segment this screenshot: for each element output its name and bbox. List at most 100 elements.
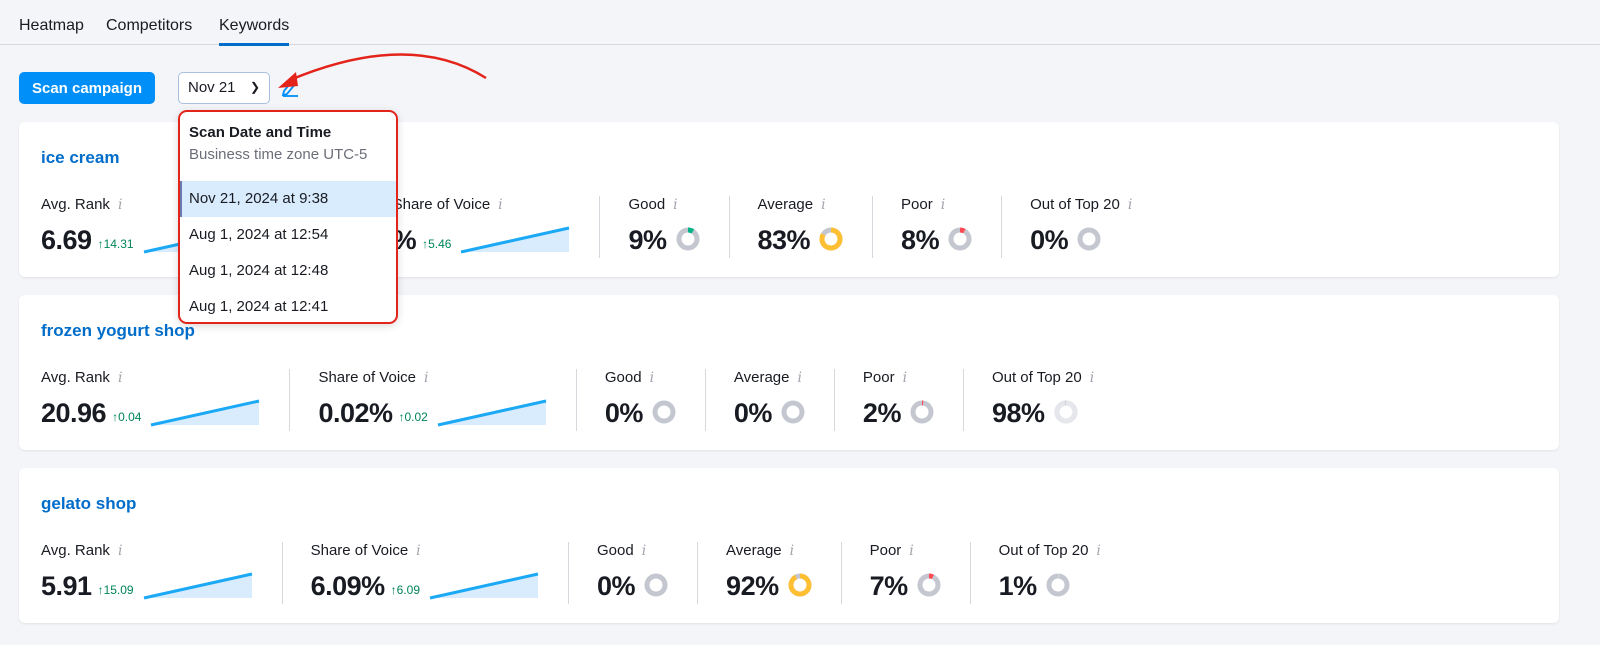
info-icon[interactable]: i bbox=[1096, 543, 1101, 559]
metric-share-of-voice: Share of Voice i % ↑5.46 bbox=[363, 196, 600, 258]
metric-delta: ↑14.31 bbox=[97, 237, 134, 251]
metric-avg-rank: Avg. Rank i 20.96 ↑0.04 bbox=[41, 369, 289, 431]
trend-sparkline bbox=[461, 226, 570, 254]
tab-keywords[interactable]: Keywords bbox=[219, 17, 290, 46]
metric-average: Average i 83% bbox=[728, 196, 873, 258]
info-icon[interactable]: i bbox=[673, 197, 678, 213]
info-icon[interactable]: i bbox=[117, 543, 123, 559]
metric-value: 1% bbox=[998, 571, 1038, 601]
donut-chart bbox=[788, 573, 812, 597]
keyword-title-link[interactable]: frozen yogurt shop bbox=[41, 321, 195, 340]
metric-poor: Poor i 2% bbox=[833, 369, 963, 431]
metric-out: Out of Top 20 i 1% bbox=[969, 542, 1129, 604]
metric-label: Good bbox=[604, 369, 642, 386]
info-icon[interactable]: i bbox=[498, 197, 503, 213]
keyword-title-link[interactable]: gelato shop bbox=[41, 494, 137, 513]
info-icon[interactable]: i bbox=[789, 543, 795, 559]
metric-good: Good i 0% bbox=[568, 542, 697, 604]
metric-value: 5.91 bbox=[41, 571, 92, 601]
dropdown-option[interactable]: Aug 1, 2024 at 12:41 bbox=[189, 298, 329, 315]
dropdown-option[interactable]: Aug 1, 2024 at 12:48 bbox=[189, 262, 329, 279]
tab-competitors[interactable]: Competitors bbox=[106, 17, 193, 34]
trend-sparkline bbox=[143, 572, 252, 600]
metric-poor: Poor i 7% bbox=[840, 542, 970, 604]
donut-chart bbox=[948, 227, 972, 251]
info-icon[interactable]: i bbox=[797, 370, 802, 386]
scan-date-dropdown: Scan Date and Time Business time zone UT… bbox=[178, 110, 398, 324]
metric-value: 8% bbox=[901, 225, 940, 255]
metric-label: Out of Top 20 bbox=[998, 542, 1089, 559]
trend-sparkline bbox=[437, 399, 547, 427]
dropdown-subtitle: Business time zone UTC-5 bbox=[189, 146, 368, 163]
metric-label: Good bbox=[628, 196, 666, 213]
info-icon[interactable]: i bbox=[821, 197, 826, 213]
metric-label: Avg. Rank bbox=[41, 196, 110, 213]
metric-average: Average i 92% bbox=[697, 542, 841, 604]
scan-date-select[interactable]: Nov 21 ❯ bbox=[178, 72, 270, 104]
metric-value: 0.02% bbox=[318, 398, 393, 428]
donut-chart bbox=[676, 227, 699, 251]
info-icon[interactable]: i bbox=[940, 197, 946, 213]
tab-heatmap[interactable]: Heatmap bbox=[19, 17, 84, 34]
keyword-card: frozen yogurt shop Avg. Rank i 20.96 ↑0.04… bbox=[19, 295, 1559, 450]
metric-poor: Poor i 8% bbox=[872, 196, 1001, 258]
metric-value: 92% bbox=[726, 571, 779, 601]
metric-label: Good bbox=[597, 542, 634, 559]
metric-label: Out of Top 20 bbox=[1030, 196, 1120, 213]
scan-campaign-button[interactable]: Scan campaign bbox=[19, 72, 155, 104]
metric-delta: ↑0.04 bbox=[112, 410, 142, 424]
info-icon[interactable]: i bbox=[649, 370, 655, 386]
info-icon[interactable]: i bbox=[902, 370, 908, 386]
metric-share-of-voice: Share of Voice i 6.09% ↑6.09 bbox=[281, 542, 568, 604]
donut-chart bbox=[1077, 227, 1101, 251]
metric-delta: ↑15.09 bbox=[97, 583, 134, 597]
info-icon[interactable]: i bbox=[117, 370, 123, 386]
info-icon[interactable]: i bbox=[416, 543, 421, 559]
metric-label: Avg. Rank bbox=[41, 369, 110, 386]
metric-value: 83% bbox=[757, 225, 811, 255]
metric-value: 0% bbox=[604, 398, 644, 428]
metric-delta: ↑0.02 bbox=[398, 410, 428, 424]
metric-label: Avg. Rank bbox=[41, 542, 110, 559]
chevron-down-icon: ❯ bbox=[249, 80, 260, 94]
info-icon[interactable]: i bbox=[1089, 370, 1095, 386]
donut-chart bbox=[819, 227, 843, 251]
metric-value: 7% bbox=[869, 571, 909, 601]
dropdown-option[interactable]: Aug 1, 2024 at 12:54 bbox=[189, 226, 329, 243]
metric-value: 6.09% bbox=[310, 571, 386, 601]
trend-sparkline bbox=[151, 399, 260, 427]
metric-share-of-voice: Share of Voice i 0.02% ↑0.02 bbox=[289, 369, 575, 431]
metric-avg-rank: Avg. Rank i 5.91 ↑15.09 bbox=[41, 542, 282, 604]
trend-sparkline bbox=[429, 572, 539, 600]
metric-value: 6.69 bbox=[41, 225, 92, 255]
metric-good: Good i 9% bbox=[599, 196, 728, 258]
metric-average: Average i 0% bbox=[704, 369, 834, 431]
metric-label: Poor bbox=[869, 542, 902, 559]
info-icon[interactable]: i bbox=[641, 543, 647, 559]
metric-value: 0% bbox=[733, 398, 773, 428]
keyword-title-link[interactable]: ice cream bbox=[41, 148, 120, 167]
dropdown-option[interactable]: Nov 21, 2024 at 9:38 bbox=[180, 181, 396, 217]
tab-bar: Heatmap Competitors Keywords bbox=[0, 0, 1600, 46]
metric-out: Out of Top 20 i 98% bbox=[962, 369, 1122, 431]
metric-label: Poor bbox=[901, 196, 933, 213]
metric-value: 9% bbox=[628, 225, 667, 255]
donut-chart bbox=[1046, 573, 1070, 597]
info-icon[interactable]: i bbox=[1127, 197, 1133, 213]
metric-label: Poor bbox=[862, 369, 895, 386]
metric-value: 20.96 bbox=[41, 398, 107, 428]
metric-value: 2% bbox=[862, 398, 902, 428]
info-icon[interactable]: i bbox=[424, 370, 429, 386]
annotation-arrow bbox=[278, 53, 487, 88]
info-icon[interactable]: i bbox=[909, 543, 914, 559]
metric-value: 98% bbox=[991, 398, 1045, 428]
metric-delta: ↑6.09 bbox=[390, 583, 421, 597]
donut-chart bbox=[910, 400, 934, 424]
info-icon[interactable]: i bbox=[117, 197, 123, 213]
metric-label: Share of Voice bbox=[318, 369, 417, 386]
keyword-card: gelato shop Avg. Rank i 5.91 ↑15.09 Share … bbox=[19, 468, 1559, 623]
donut-chart bbox=[1054, 400, 1077, 424]
donut-chart bbox=[917, 573, 941, 597]
metric-label: Average bbox=[726, 542, 782, 559]
donut-chart bbox=[781, 400, 805, 424]
